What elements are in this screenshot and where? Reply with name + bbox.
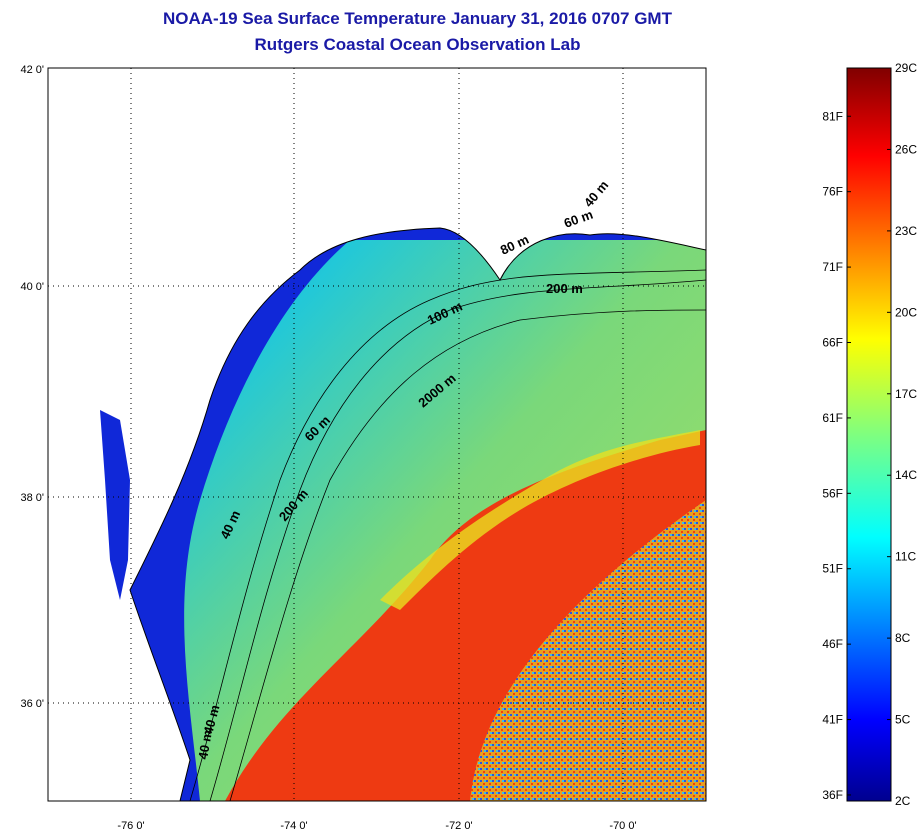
map-canvas [48, 68, 706, 801]
colorbar-fahrenheit-label: 51F [822, 562, 843, 576]
temperature-colorbar [846, 67, 892, 802]
lon-label-76: -76 0' [117, 820, 144, 832]
colorbar-fahrenheit-label: 81F [822, 109, 843, 123]
isobath-lines [189, 269, 706, 801]
lat-label-42: 42 0' [20, 64, 44, 76]
colorbar-celsius-label: 29C [895, 61, 917, 75]
colorbar-fahrenheit-label: 61F [822, 411, 843, 425]
colorbar-fahrenheit-label: 66F [822, 335, 843, 349]
map-title: NOAA-19 Sea Surface Temperature January … [163, 9, 672, 28]
colorbar-fahrenheit-label: 41F [822, 713, 843, 727]
lon-label-70: -70 0' [609, 820, 636, 832]
lat-label-40: 40 0' [20, 281, 44, 293]
colorbar-fahrenheit-label: 76F [822, 185, 843, 199]
colorbar-celsius-label: 11C [895, 550, 916, 564]
colorbar-fahrenheit-label: 56F [822, 486, 843, 500]
contour-label: 200 m [546, 281, 583, 296]
front-transition-band [380, 430, 700, 610]
coastline-land [48, 68, 706, 801]
colorbar-fahrenheit-label: 46F [822, 637, 843, 651]
map-frame [47, 67, 707, 802]
lat-label-38: 38 0' [20, 492, 44, 504]
colorbar-celsius-label: 23C [895, 224, 917, 238]
lat-label-36: 36 0' [20, 698, 44, 710]
contour-label: 40 m [195, 729, 215, 761]
colorbar-celsius-label: 2C [895, 794, 911, 808]
contour-label: 40 m [200, 703, 222, 736]
colorbar-celsius-label: 5C [895, 713, 911, 727]
lon-label-74: -74 0' [280, 820, 307, 832]
colorbar-celsius-label: 20C [895, 305, 917, 319]
colorbar-fahrenheit-label: 71F [822, 260, 843, 274]
colorbar-ticks: 29C 26C 23C 20C 17C 14C 11C 8C 5C 2C 81F 76F 71F 66F 6… [822, 61, 917, 808]
colorbar-celsius-label: 14C [895, 468, 917, 482]
graticule [48, 68, 706, 801]
chesapeake-bay [100, 410, 130, 600]
colorbar-celsius-label: 26C [895, 142, 917, 156]
colorbar-fahrenheit-label: 36F [822, 788, 843, 802]
colorbar-celsius-label: 17C [895, 387, 917, 401]
map-subtitle: Rutgers Coastal Ocean Observation Lab [254, 35, 581, 54]
offshore-mixed-water [470, 500, 706, 801]
lon-label-72: -72 0' [445, 820, 472, 832]
colorbar-celsius-label: 8C [895, 631, 911, 645]
